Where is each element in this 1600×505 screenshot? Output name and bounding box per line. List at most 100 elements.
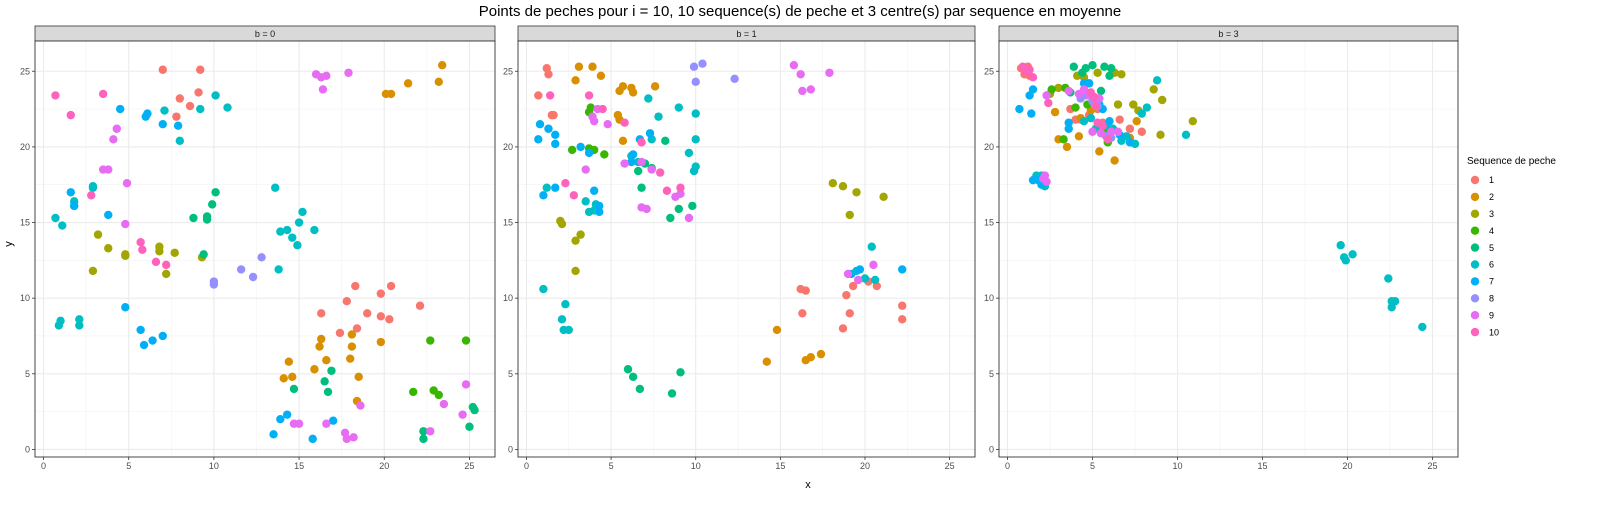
data-point-seq-9: [637, 157, 646, 167]
data-point-seq-2: [816, 349, 826, 359]
data-point-seq-6: [58, 221, 67, 230]
data-point-seq-4: [426, 336, 435, 345]
data-point-seq-7: [544, 124, 553, 133]
data-point-seq-5: [1105, 71, 1114, 80]
data-point-seq-9: [603, 120, 612, 129]
data-point-seq-10: [161, 260, 171, 270]
data-point-seq-3: [155, 242, 164, 251]
data-point-seq-7: [276, 414, 285, 424]
y-tick-label: 25: [20, 66, 30, 76]
data-point-seq-1: [175, 94, 185, 103]
legend-key-6: [1470, 260, 1480, 269]
data-point-seq-7: [1015, 104, 1024, 114]
legend-label: 4: [1489, 226, 1494, 236]
data-point-seq-7: [1028, 85, 1038, 94]
data-point-seq-6: [271, 183, 280, 192]
data-point-seq-1: [376, 312, 386, 321]
data-point-seq-3: [571, 236, 580, 245]
data-point-seq-6: [1418, 322, 1427, 332]
data-point-seq-7: [589, 186, 599, 195]
data-point-seq-10: [66, 110, 75, 120]
data-point-seq-10: [561, 179, 570, 188]
data-point-seq-7: [158, 331, 167, 341]
data-point-seq-6: [274, 265, 283, 274]
data-point-seq-1: [385, 315, 394, 324]
data-point-seq-2: [1132, 116, 1141, 126]
data-point-seq-2: [347, 342, 357, 351]
data-point-seq-5: [465, 422, 474, 431]
data-point-seq-7: [1027, 109, 1036, 118]
data-point-seq-9: [825, 68, 834, 77]
data-point-seq-8: [236, 265, 246, 274]
data-point-seq-5: [327, 366, 336, 375]
data-point-seq-6: [691, 109, 700, 118]
data-point-seq-5: [323, 387, 333, 397]
data-point-seq-9: [439, 399, 449, 409]
facet-panel: b = 0 0 5 10 15 20 25 0 5 10 15 20 25: [20, 25, 496, 471]
data-point-seq-7: [576, 142, 585, 152]
x-tick-label: 5: [126, 461, 131, 471]
data-point-seq-3: [1093, 68, 1102, 77]
x-tick-label: 0: [524, 461, 529, 471]
data-point-seq-5: [320, 377, 329, 386]
legend-key-8: [1470, 294, 1480, 303]
data-point-seq-6: [175, 136, 185, 146]
data-point-seq-3: [161, 269, 171, 279]
data-point-seq-6: [1086, 113, 1096, 123]
y-tick-label: 15: [20, 218, 30, 228]
data-point-seq-1: [317, 309, 326, 318]
x-tick-label: 15: [1257, 461, 1267, 471]
data-point-seq-8: [689, 62, 699, 71]
data-point-seq-7: [121, 303, 130, 312]
data-point-seq-3: [557, 219, 567, 229]
data-point-seq-7: [1064, 118, 1073, 127]
data-point-seq-1: [363, 309, 372, 318]
legend-key-7: [1470, 277, 1480, 286]
data-point-seq-9: [461, 380, 471, 389]
y-tick-label: 20: [503, 142, 513, 152]
data-point-seq-2: [376, 337, 386, 347]
data-point-seq-10: [51, 91, 60, 100]
y-axis-title: y: [3, 241, 15, 247]
data-point-seq-6: [654, 112, 663, 121]
y-tick-label: 25: [984, 66, 994, 76]
data-point-seq-9: [318, 85, 328, 94]
panel-background: [35, 41, 495, 457]
data-point-seq-1: [544, 70, 553, 79]
data-point-seq-9: [356, 401, 365, 410]
x-tick-label: 5: [1090, 461, 1095, 471]
data-point-seq-2: [347, 330, 357, 339]
x-tick-label: 25: [945, 461, 955, 471]
data-point-seq-2: [618, 82, 628, 91]
legend-label: 8: [1489, 294, 1494, 304]
data-point-seq-7: [173, 121, 183, 130]
data-point-seq-7: [855, 265, 865, 274]
data-point-seq-10: [545, 91, 555, 100]
data-point-seq-2: [596, 71, 606, 80]
x-tick-label: 20: [1342, 461, 1352, 471]
data-point-seq-5: [633, 166, 643, 176]
data-point-seq-4: [434, 390, 443, 400]
data-point-seq-2: [317, 334, 326, 344]
data-point-seq-7: [551, 130, 560, 139]
data-point-seq-9: [869, 260, 878, 270]
data-point-seq-7: [628, 150, 638, 159]
data-point-seq-6: [1137, 109, 1147, 118]
data-point-seq-5: [667, 389, 677, 398]
facet-panels: b = 0 0 5 10 15 20 25 0 5 10 15 20 25 b = 1 0 5 10 15 20 25…: [20, 25, 1459, 471]
data-point-seq-6: [860, 274, 870, 283]
data-point-seq-10: [1103, 135, 1113, 144]
data-point-seq-1: [172, 112, 181, 121]
data-point-seq-9: [581, 165, 590, 174]
data-point-seq-1: [801, 286, 810, 295]
data-point-seq-10: [98, 89, 108, 99]
data-point-seq-6: [1142, 103, 1152, 112]
data-point-seq-3: [1054, 83, 1063, 93]
data-point-seq-6: [870, 275, 880, 285]
y-tick-label: 0: [989, 444, 994, 454]
data-point-seq-6: [684, 148, 694, 158]
data-point-seq-6: [75, 321, 84, 330]
data-point-seq-6: [51, 213, 60, 223]
data-point-seq-3: [838, 182, 848, 191]
